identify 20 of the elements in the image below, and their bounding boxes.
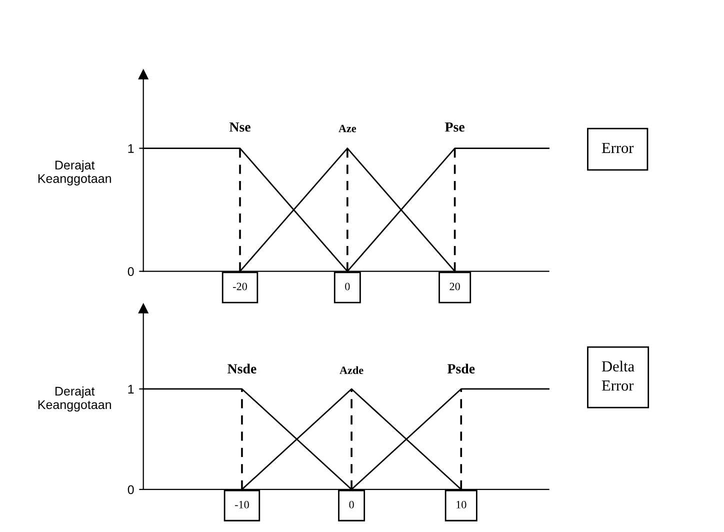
x-tick-label: -10: [234, 500, 249, 508]
y-axis-title: Derajat Keanggotaan: [38, 160, 111, 186]
text: Delta Error: [602, 360, 634, 391]
series-label: Pse: [445, 122, 464, 132]
x-tick-label: 0: [349, 500, 354, 508]
text: Error: [602, 142, 634, 154]
y-tick-label: 0: [128, 485, 134, 494]
x-tick-label: 0: [345, 282, 350, 290]
y-tick-label: 0: [128, 267, 134, 276]
x-tick-label: 10: [456, 500, 466, 508]
series-label: Nse: [229, 122, 250, 132]
x-tick-label: -20: [233, 282, 247, 290]
x-tick-label: 20: [450, 282, 460, 290]
y-tick-label: 1: [128, 384, 134, 394]
series-label: Nsde: [228, 364, 256, 374]
y-axis-title: Derajat Keanggotaan: [38, 386, 111, 412]
y-tick-label: 1: [128, 144, 134, 153]
series-label: Psde: [447, 364, 475, 374]
series-label: Azde: [340, 366, 364, 374]
series-label: Aze: [338, 124, 356, 132]
